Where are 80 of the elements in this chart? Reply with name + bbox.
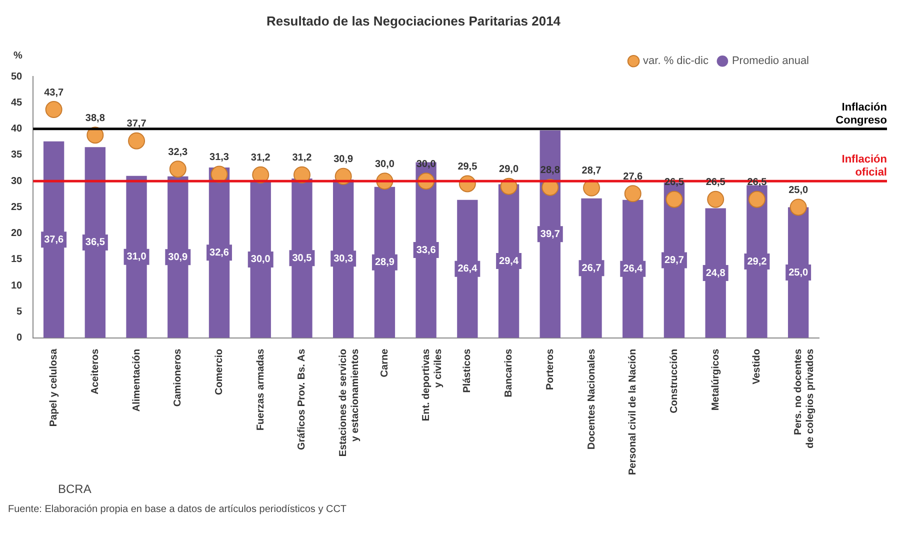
data-label: 33,6 xyxy=(416,244,436,256)
point xyxy=(707,190,724,208)
data-label: 28,9 xyxy=(374,257,395,268)
ref-line-label: Inflación oficial xyxy=(842,154,888,179)
data-label: 31,2 xyxy=(250,152,271,164)
x-tick-label: Aceiteros xyxy=(90,348,101,394)
point xyxy=(790,198,807,216)
x-tick-label: Ent. deportivas y civiles xyxy=(420,348,444,422)
y-tick-label: 25 xyxy=(11,202,23,213)
data-label: 26,4 xyxy=(623,264,644,275)
x-tick-label: Estaciones de servicio y estacionamientos xyxy=(338,348,362,457)
data-label: 39,7 xyxy=(540,228,560,240)
data-label: 27,6 xyxy=(623,171,644,182)
x-tick-label: Alimentación xyxy=(131,348,142,412)
y-tick-label: 0 xyxy=(16,332,23,344)
data-label: 25,0 xyxy=(788,267,808,278)
x-tick-label: Papel y celulosa xyxy=(48,348,60,427)
data-label: 38,8 xyxy=(85,112,106,124)
data-label: 37,7 xyxy=(126,118,147,130)
x-tick-label: Pers. no docentes de colegios privados xyxy=(793,348,816,448)
x-tick-label: Docentes Nacionales xyxy=(586,348,598,450)
chart-title: Resultado de las Negociaciones Paritarias 2014 xyxy=(266,13,562,28)
source-note: Fuente: Elaboración propia en base a datos de artículos periodísticos y CCT xyxy=(8,504,348,515)
data-label: 30,3 xyxy=(334,253,354,264)
legend-label: var. % dic-dic xyxy=(643,55,709,68)
data-label: 29,7 xyxy=(664,255,684,266)
point xyxy=(666,190,683,208)
x-tick-label: Gráficos Prov. Bs. As xyxy=(296,348,308,450)
x-tick-label: Plásticos xyxy=(462,348,474,393)
data-label: 28,8 xyxy=(540,165,560,176)
data-label: 24,8 xyxy=(706,268,726,279)
y-tick-label: 10 xyxy=(11,280,23,292)
data-label: 31,0 xyxy=(126,252,147,263)
x-tick-label: Fuerzas armadas xyxy=(255,348,266,431)
point xyxy=(128,132,146,150)
x-tick-label: Camioneros xyxy=(172,348,184,407)
y-tick-label: 45 xyxy=(11,97,23,108)
data-label: 28,7 xyxy=(582,166,602,177)
y-tick-label: 20 xyxy=(11,228,23,240)
ref-line-label: Inflación Congreso xyxy=(836,101,888,126)
data-label: 26,4 xyxy=(458,264,478,275)
y-tick-label: 50 xyxy=(11,71,23,82)
point xyxy=(748,190,766,208)
data-label: 31,3 xyxy=(210,152,230,164)
data-label: 26,7 xyxy=(582,262,602,274)
data-label: 25,0 xyxy=(788,184,808,196)
data-label: 29,2 xyxy=(747,256,768,268)
x-tick-label: Vestido xyxy=(752,348,763,384)
data-label: 30,9 xyxy=(334,154,354,166)
y-tick-label: 5 xyxy=(16,306,23,318)
data-label: 32,6 xyxy=(210,247,230,258)
x-tick-label: Carne xyxy=(379,348,390,378)
y-tick-label: 35 xyxy=(11,150,23,161)
y-axis-title: % xyxy=(14,50,23,62)
data-label: 36,5 xyxy=(85,237,106,248)
legend-label: Promedio anual xyxy=(732,55,810,68)
text: BCRA xyxy=(57,482,92,496)
data-label: 29,4 xyxy=(499,256,519,267)
data-label: 30,0 xyxy=(250,254,271,266)
point xyxy=(624,185,642,202)
x-tick-label: Personal civil de la Nación xyxy=(628,348,639,476)
y-tick-label: 40 xyxy=(11,124,23,135)
y-tick-label: 30 xyxy=(11,176,23,187)
data-label: 32,3 xyxy=(168,146,188,158)
x-tick-label: Bancarios xyxy=(504,348,515,398)
data-label: 29,5 xyxy=(458,161,478,172)
x-tick-label: Metalúrgicos xyxy=(710,348,722,411)
data-label: 31,2 xyxy=(292,152,312,164)
x-tick-label: Comercio xyxy=(214,348,225,395)
data-label: 30,9 xyxy=(168,252,188,263)
data-label: 30,0 xyxy=(374,158,395,170)
y-tick-label: 15 xyxy=(11,254,23,266)
data-label: 29,0 xyxy=(499,164,519,176)
data-label: 43,7 xyxy=(44,87,64,98)
x-tick-label: Construcción xyxy=(668,348,680,414)
x-tick-label: Porteros xyxy=(544,348,556,390)
data-label: 37,6 xyxy=(44,234,64,246)
point xyxy=(169,160,186,178)
data-label: 30,5 xyxy=(292,252,312,264)
point xyxy=(45,101,62,118)
